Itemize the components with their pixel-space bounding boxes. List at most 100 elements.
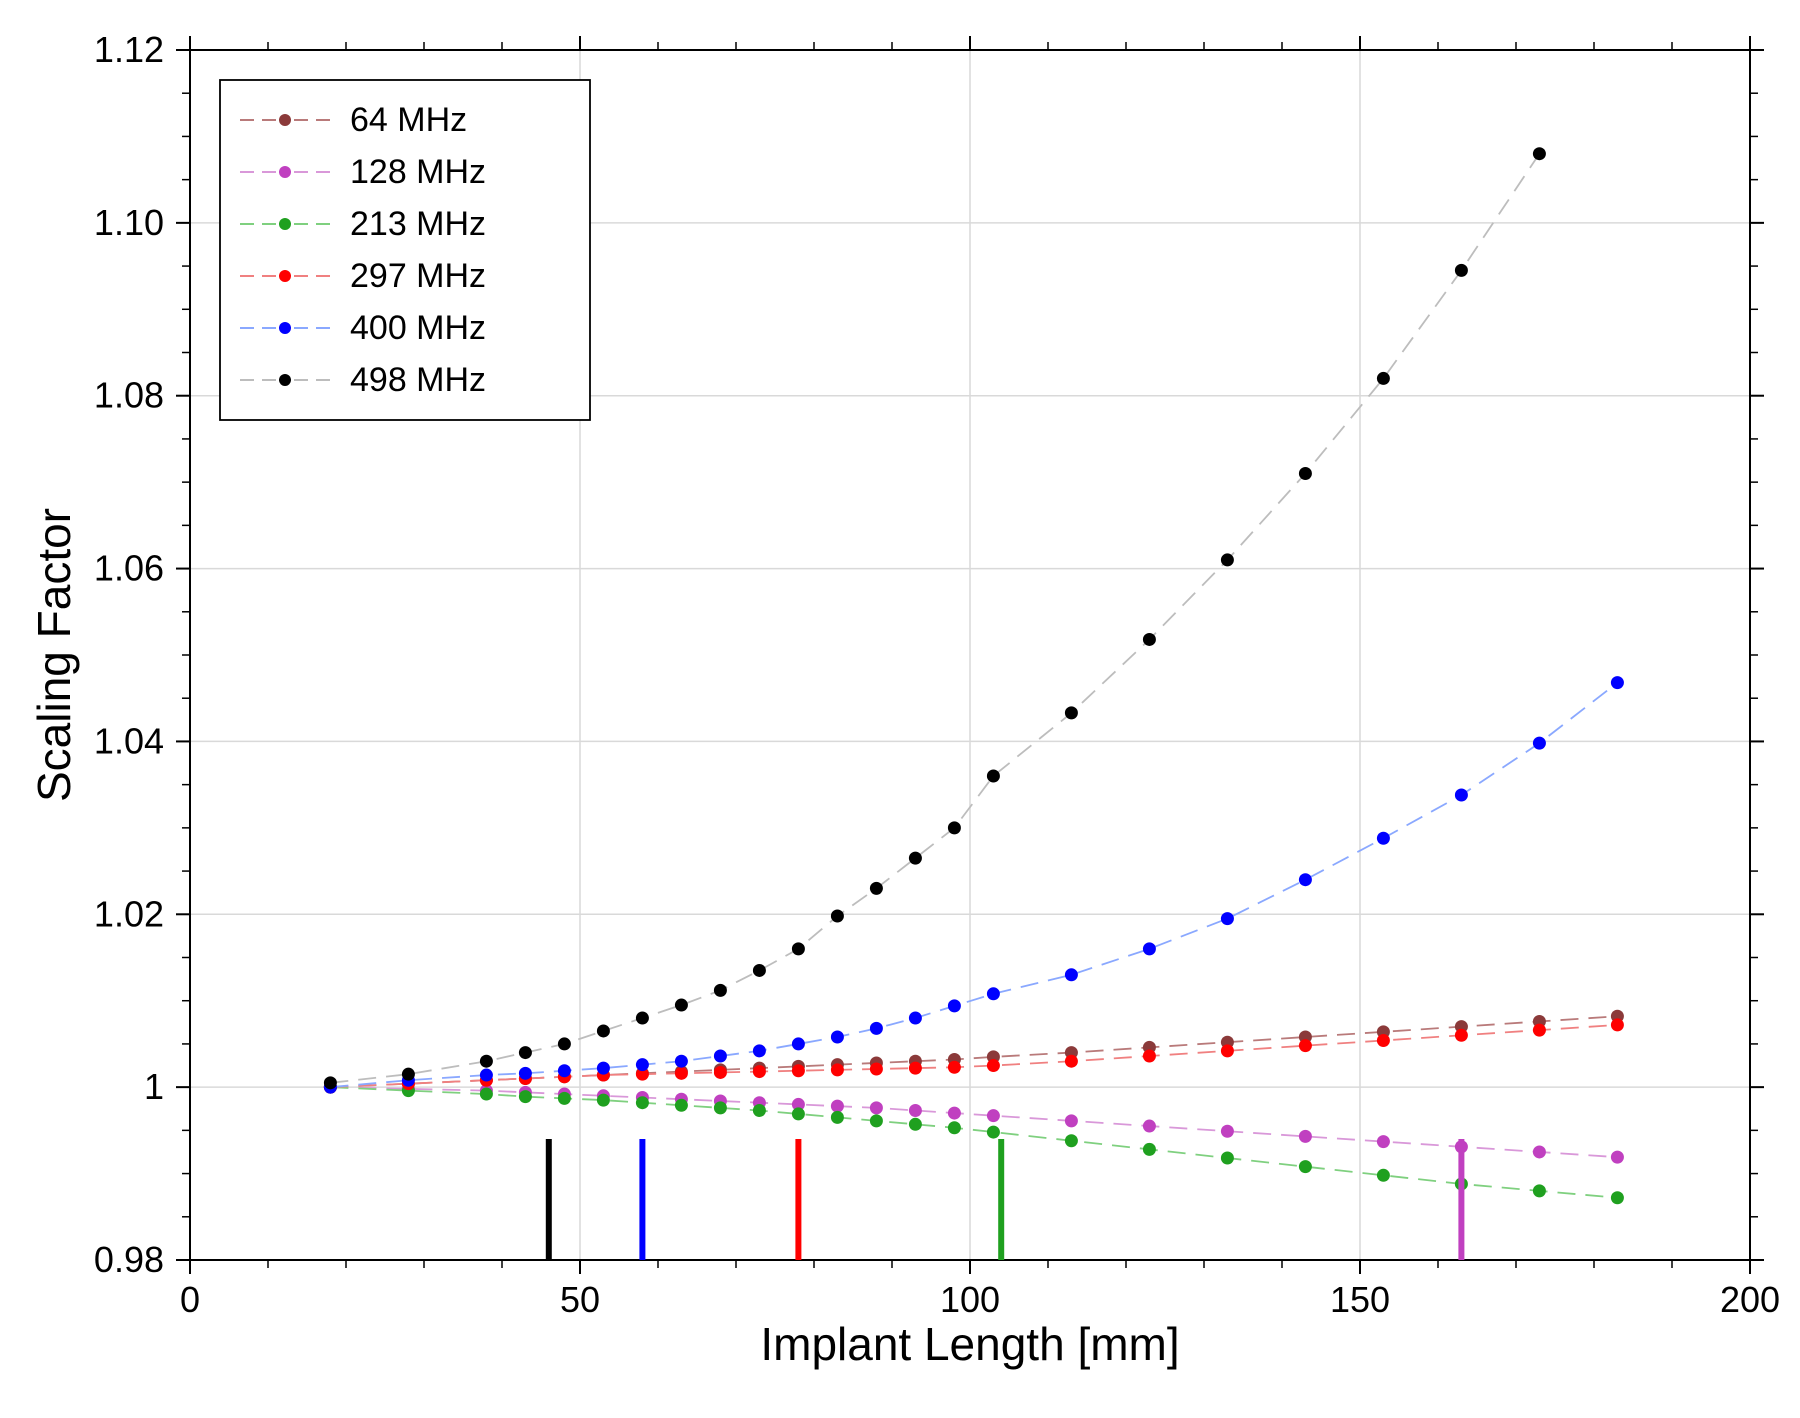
series-dot bbox=[753, 964, 766, 977]
series-dot bbox=[1299, 1160, 1312, 1173]
series-dot bbox=[1221, 1152, 1234, 1165]
series-dot bbox=[987, 987, 1000, 1000]
series-dot bbox=[1143, 1143, 1156, 1156]
series-dot bbox=[1533, 147, 1546, 160]
series-dot bbox=[1377, 1169, 1390, 1182]
series-dot bbox=[909, 1012, 922, 1025]
svg-text:50: 50 bbox=[560, 1279, 600, 1320]
series-dot bbox=[558, 1064, 571, 1077]
series-dot bbox=[753, 1065, 766, 1078]
svg-text:1.02: 1.02 bbox=[94, 893, 164, 934]
series-dot bbox=[909, 1104, 922, 1117]
series-dot bbox=[948, 1061, 961, 1074]
series-dot bbox=[909, 852, 922, 865]
series-dot bbox=[1455, 1029, 1468, 1042]
svg-text:1: 1 bbox=[144, 1066, 164, 1107]
series-dot bbox=[1455, 789, 1468, 802]
series-dot bbox=[1611, 676, 1624, 689]
series-dot bbox=[714, 1101, 727, 1114]
series-dot bbox=[1377, 372, 1390, 385]
chart-svg: 0501001502000.9811.021.041.061.081.101.1… bbox=[0, 0, 1800, 1418]
series-dot bbox=[519, 1046, 532, 1059]
series-dot bbox=[1143, 1120, 1156, 1133]
series-dot bbox=[792, 1064, 805, 1077]
series-dot bbox=[1065, 1055, 1078, 1068]
svg-text:0.98: 0.98 bbox=[94, 1239, 164, 1280]
series-dot bbox=[1065, 1134, 1078, 1147]
legend-label: 498 MHz bbox=[350, 361, 486, 399]
y-axis-label: Scaling Factor bbox=[28, 508, 80, 802]
series-dot bbox=[1377, 1135, 1390, 1148]
series-dot bbox=[597, 1024, 610, 1037]
series-dot bbox=[558, 1037, 571, 1050]
series-dot bbox=[870, 1114, 883, 1127]
series-dot bbox=[1611, 1151, 1624, 1164]
series-dot bbox=[636, 1058, 649, 1071]
series-dot bbox=[909, 1062, 922, 1075]
series-dot bbox=[480, 1055, 493, 1068]
series-dot bbox=[792, 1037, 805, 1050]
series-dot bbox=[636, 1012, 649, 1025]
series-dot bbox=[1143, 942, 1156, 955]
series-dot bbox=[870, 882, 883, 895]
series-dot bbox=[1533, 1024, 1546, 1037]
series-dot bbox=[675, 999, 688, 1012]
series-dot bbox=[1065, 1114, 1078, 1127]
series-dot bbox=[1611, 1018, 1624, 1031]
series-dot bbox=[792, 1107, 805, 1120]
series-dot bbox=[636, 1096, 649, 1109]
series-dot bbox=[753, 1044, 766, 1057]
svg-text:1.04: 1.04 bbox=[94, 720, 164, 761]
legend-label: 128 MHz bbox=[350, 153, 486, 191]
legend-label: 297 MHz bbox=[350, 257, 486, 295]
series-dot bbox=[1299, 1130, 1312, 1143]
series-dot bbox=[948, 1107, 961, 1120]
series-dot bbox=[1377, 832, 1390, 845]
series-dot bbox=[1221, 1044, 1234, 1057]
svg-text:100: 100 bbox=[940, 1279, 1000, 1320]
series-dot bbox=[1065, 706, 1078, 719]
series-dot bbox=[870, 1101, 883, 1114]
series-dot bbox=[597, 1094, 610, 1107]
series-dot bbox=[831, 910, 844, 923]
chart-container: 0501001502000.9811.021.041.061.081.101.1… bbox=[0, 0, 1800, 1418]
svg-text:1.08: 1.08 bbox=[94, 375, 164, 416]
series-dot bbox=[1221, 912, 1234, 925]
series-dot bbox=[870, 1022, 883, 1035]
series-dot bbox=[831, 1111, 844, 1124]
series-dot bbox=[675, 1099, 688, 1112]
series-dot bbox=[987, 1059, 1000, 1072]
series-dot bbox=[792, 942, 805, 955]
series-dot bbox=[675, 1055, 688, 1068]
series-dot bbox=[597, 1062, 610, 1075]
series-dot bbox=[753, 1104, 766, 1117]
svg-text:1.06: 1.06 bbox=[94, 548, 164, 589]
series-dot bbox=[948, 821, 961, 834]
legend: 64 MHz128 MHz213 MHz297 MHz400 MHz498 MH… bbox=[220, 80, 590, 420]
series-dot bbox=[519, 1090, 532, 1103]
svg-text:200: 200 bbox=[1720, 1279, 1780, 1320]
series-dot bbox=[1065, 968, 1078, 981]
series-dot bbox=[1533, 1145, 1546, 1158]
series-dot bbox=[1221, 553, 1234, 566]
series-dot bbox=[1533, 737, 1546, 750]
series-dot bbox=[714, 1066, 727, 1079]
svg-text:150: 150 bbox=[1330, 1279, 1390, 1320]
series-dot bbox=[558, 1092, 571, 1105]
series-dot bbox=[402, 1068, 415, 1081]
series-dot bbox=[1143, 633, 1156, 646]
series-dot bbox=[519, 1067, 532, 1080]
series-dot bbox=[1455, 264, 1468, 277]
svg-text:0: 0 bbox=[180, 1279, 200, 1320]
series-dot bbox=[987, 770, 1000, 783]
series-dot bbox=[480, 1069, 493, 1082]
series-dot bbox=[1143, 1050, 1156, 1063]
series-dot bbox=[987, 1126, 1000, 1139]
series-dot bbox=[1377, 1034, 1390, 1047]
series-dot bbox=[324, 1076, 337, 1089]
legend-label: 400 MHz bbox=[350, 309, 486, 347]
series-dot bbox=[831, 1100, 844, 1113]
series-dot bbox=[909, 1118, 922, 1131]
series-dot bbox=[1533, 1184, 1546, 1197]
series-dot bbox=[714, 1050, 727, 1063]
